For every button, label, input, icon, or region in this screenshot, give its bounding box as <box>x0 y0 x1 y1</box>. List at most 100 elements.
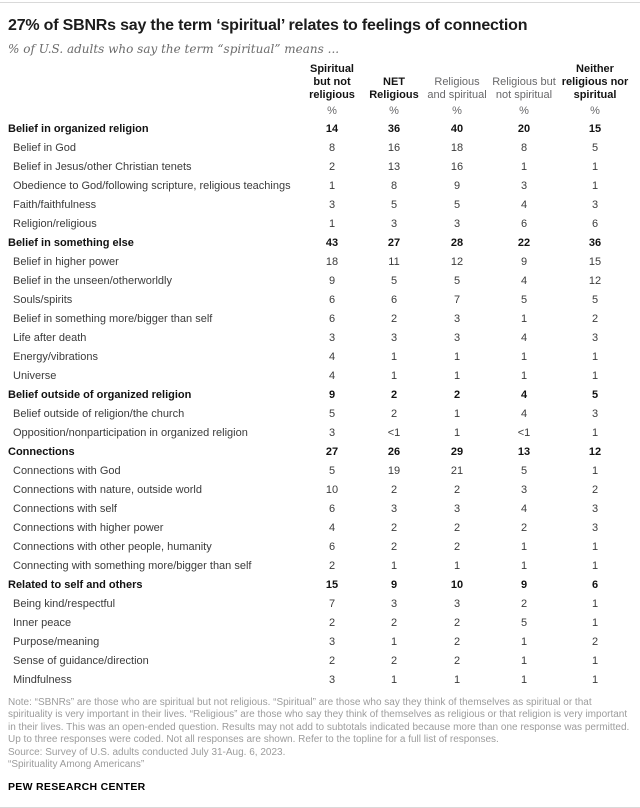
table-row: Belief in something more/bigger than sel… <box>8 310 632 329</box>
value-cell: 4 <box>520 408 528 421</box>
value-cell: 5 <box>390 275 398 288</box>
page-title: 27% of SBNRs say the term ‘spiritual’ re… <box>8 17 528 34</box>
report-name-text: “Spirituality Among Americans” <box>8 758 145 770</box>
value-cell: 3 <box>453 332 461 345</box>
value-cell: 2 <box>390 389 398 402</box>
value-cell: 5 <box>328 408 336 421</box>
value-cell: <1 <box>387 427 401 440</box>
table-row: Connections with other people, humanity 6… <box>8 538 632 557</box>
value-cell: 36 <box>588 237 602 250</box>
value-cell: 29 <box>450 446 464 459</box>
value-cell: 2 <box>390 313 398 326</box>
table-row: Faith/faithfulness 3 5 5 4 3 <box>8 196 632 215</box>
value-cell: 9 <box>520 256 528 269</box>
table-row: Connections with self 6 3 3 4 3 <box>8 500 632 519</box>
value-cell: 9 <box>520 579 528 592</box>
value-cell: 2 <box>390 522 398 535</box>
value-cell: 3 <box>520 484 528 497</box>
value-cell: 2 <box>591 484 599 497</box>
value-cell: 1 <box>453 370 461 383</box>
section-row: Belief in organized religion 14 36 40 20 15 <box>8 120 632 139</box>
value-cell: 1 <box>453 674 461 687</box>
value-cell: 2 <box>328 655 336 668</box>
value-cell: 1 <box>453 351 461 364</box>
value-cell: 1 <box>453 427 461 440</box>
value-cell: 3 <box>390 332 398 345</box>
value-cell: 6 <box>591 218 599 231</box>
unit-cell: % <box>590 105 600 118</box>
row-label: Belief outside of organized religion <box>8 389 192 402</box>
value-cell: 6 <box>591 579 599 592</box>
value-cell: 4 <box>328 351 336 364</box>
value-cell: 5 <box>390 199 398 212</box>
value-cell: 1 <box>390 674 398 687</box>
row-label: Belief in Jesus/other Christian tenets <box>13 161 192 174</box>
row-label: Connections with God <box>13 465 121 478</box>
row-label: Connections <box>8 446 75 459</box>
value-cell: 8 <box>390 180 398 193</box>
value-cell: 8 <box>520 142 528 155</box>
section-row: Belief outside of organized religion 9 2 2 4… <box>8 386 632 405</box>
value-cell: 1 <box>328 180 336 193</box>
row-label: Related to self and others <box>8 579 143 592</box>
value-cell: 2 <box>453 541 461 554</box>
footer-brand: PEW RESEARCH CENTER <box>8 781 146 794</box>
value-cell: 19 <box>387 465 401 478</box>
row-label: Inner peace <box>13 617 72 630</box>
value-cell: 1 <box>520 560 528 573</box>
value-cell: 12 <box>588 275 602 288</box>
table-row: Opposition/nonparticipation in organized… <box>8 424 632 443</box>
value-cell: 2 <box>390 408 398 421</box>
value-cell: 16 <box>450 161 464 174</box>
value-cell: 5 <box>453 275 461 288</box>
value-cell: 3 <box>453 313 461 326</box>
value-cell: 1 <box>591 598 599 611</box>
value-cell: 3 <box>328 332 336 345</box>
column-header: Neither religious nor spiritual <box>561 63 629 101</box>
value-cell: 2 <box>453 522 461 535</box>
value-cell: 1 <box>328 218 336 231</box>
table-row: Belief outside of religion/the church 5 2 1… <box>8 405 632 424</box>
data-table: Spiritual but not religious NET Religious… <box>8 63 632 690</box>
table-header: Spiritual but not religious NET Religious… <box>8 63 632 120</box>
value-cell: 4 <box>520 503 528 516</box>
value-cell: <1 <box>517 427 531 440</box>
top-divider <box>0 2 640 3</box>
value-cell: 1 <box>520 313 528 326</box>
value-cell: 1 <box>591 465 599 478</box>
value-cell: 2 <box>328 617 336 630</box>
row-label: Belief in God <box>13 142 76 155</box>
value-cell: 12 <box>450 256 464 269</box>
column-header: NET Religious <box>369 75 419 101</box>
value-cell: 4 <box>520 389 528 402</box>
table-row: Energy/vibrations 4 1 1 1 1 <box>8 348 632 367</box>
value-cell: 18 <box>450 142 464 155</box>
value-cell: 15 <box>325 579 339 592</box>
row-label: Sense of guidance/direction <box>13 655 149 668</box>
value-cell: 1 <box>390 370 398 383</box>
value-cell: 1 <box>520 541 528 554</box>
table-row: Obedience to God/following scripture, re… <box>8 177 632 196</box>
unit-cell: % <box>519 105 529 118</box>
value-cell: 1 <box>520 351 528 364</box>
value-cell: 6 <box>328 313 336 326</box>
table-row: Sense of guidance/direction 2 2 2 1 1 <box>8 652 632 671</box>
value-cell: 1 <box>520 636 528 649</box>
value-cell: 2 <box>520 522 528 535</box>
value-cell: 3 <box>520 180 528 193</box>
table-row: Connections with higher power 4 2 2 2 3 <box>8 519 632 538</box>
value-cell: 3 <box>453 503 461 516</box>
value-cell: 2 <box>328 560 336 573</box>
row-label: Connecting with something more/bigger th… <box>13 560 252 573</box>
row-label: Faith/faithfulness <box>13 199 97 212</box>
value-cell: 1 <box>591 427 599 440</box>
value-cell: 26 <box>387 446 401 459</box>
value-cell: 1 <box>591 560 599 573</box>
row-label: Mindfulness <box>13 674 72 687</box>
value-cell: 3 <box>328 199 336 212</box>
value-cell: 6 <box>328 541 336 554</box>
row-label: Belief in organized religion <box>8 123 149 136</box>
row-label: Belief in higher power <box>13 256 119 269</box>
value-cell: 1 <box>390 560 398 573</box>
value-cell: 2 <box>328 161 336 174</box>
